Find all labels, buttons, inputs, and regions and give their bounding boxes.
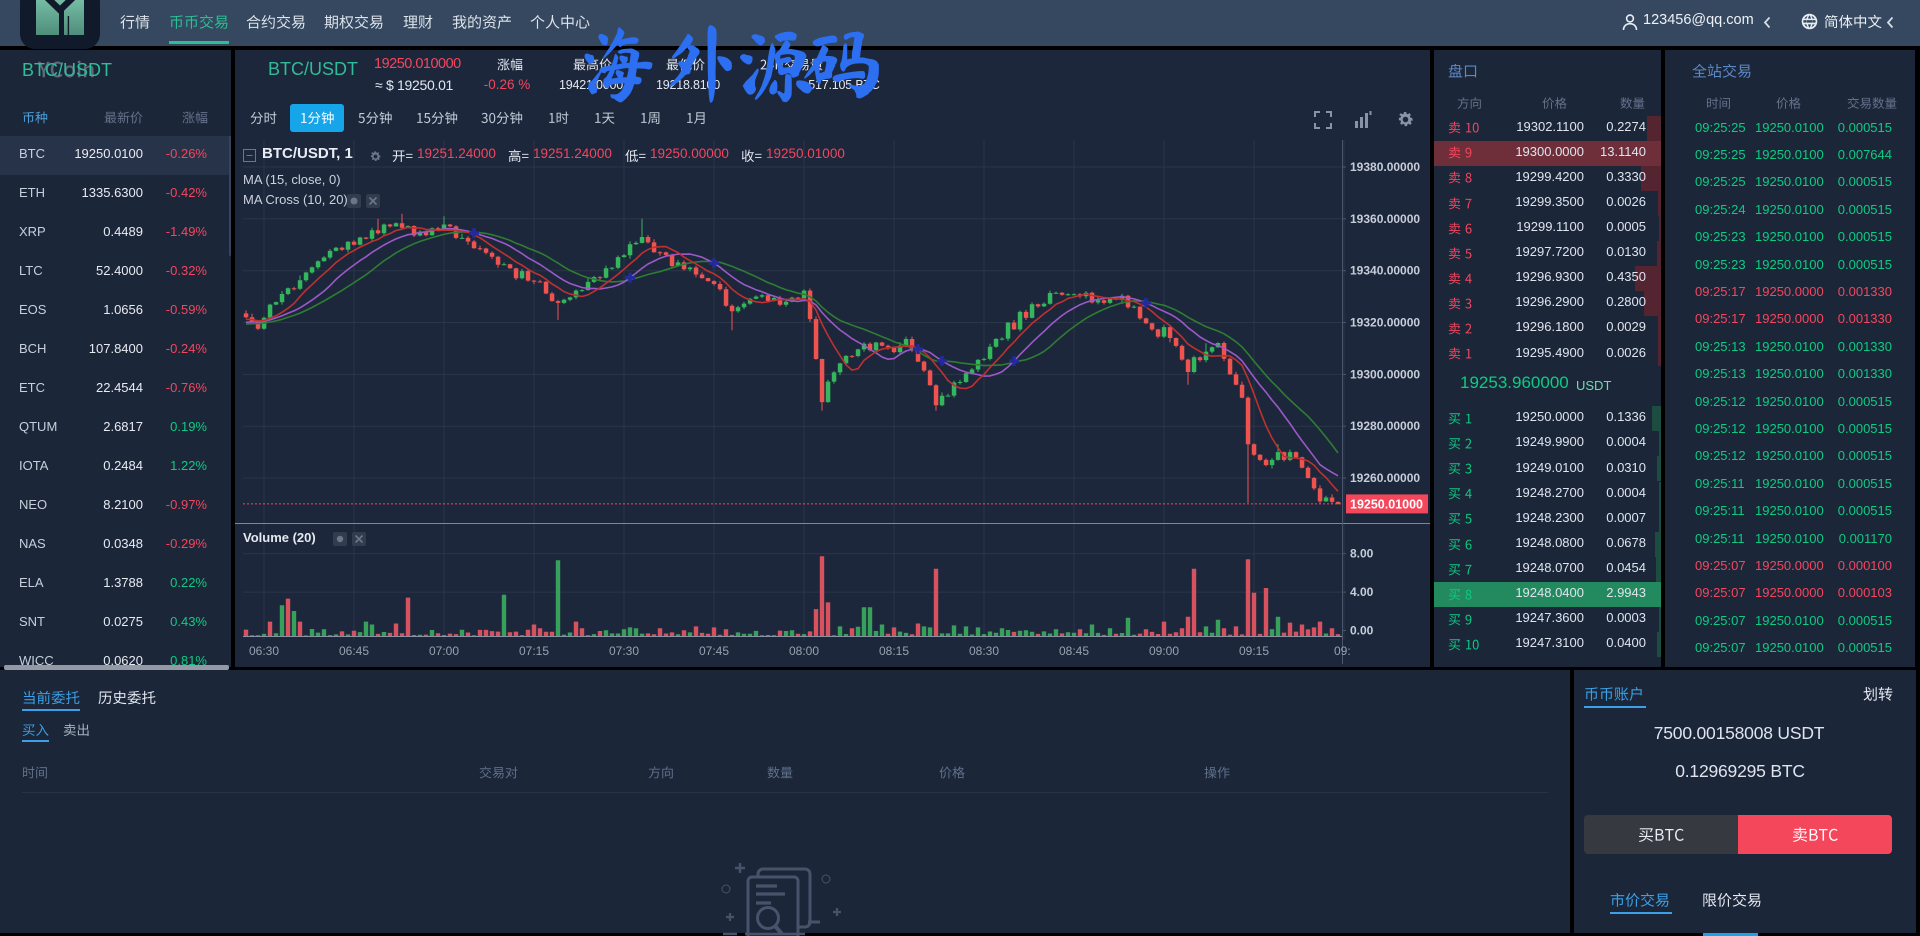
svg-text:08:00: 08:00	[789, 644, 819, 658]
svg-text:07:00: 07:00	[429, 644, 459, 658]
svg-text:08:30: 08:30	[969, 644, 999, 658]
svg-text:4.00: 4.00	[1350, 585, 1374, 599]
svg-text:08:15: 08:15	[879, 644, 909, 658]
svg-text:07:15: 07:15	[519, 644, 549, 658]
svg-text:07:30: 07:30	[609, 644, 639, 658]
svg-text:19260.00000: 19260.00000	[1350, 471, 1420, 485]
svg-text:06:30: 06:30	[249, 644, 279, 658]
svg-text:8.00: 8.00	[1350, 547, 1374, 561]
svg-text:06:45: 06:45	[339, 644, 369, 658]
svg-text:19360.00000: 19360.00000	[1350, 212, 1420, 226]
svg-text:19380.00000: 19380.00000	[1350, 160, 1420, 174]
svg-text:19250.01000: 19250.01000	[1350, 497, 1423, 511]
svg-text:19280.00000: 19280.00000	[1350, 419, 1420, 433]
svg-text:0.00: 0.00	[1350, 624, 1374, 638]
svg-text:19340.00000: 19340.00000	[1350, 264, 1420, 278]
svg-text:19320.00000: 19320.00000	[1350, 316, 1420, 330]
svg-text:08:45: 08:45	[1059, 644, 1089, 658]
svg-text:07:45: 07:45	[699, 644, 729, 658]
svg-text:09:00: 09:00	[1149, 644, 1179, 658]
svg-text:19300.00000: 19300.00000	[1350, 367, 1420, 381]
svg-text:09:: 09:	[1334, 644, 1351, 658]
svg-text:09:15: 09:15	[1239, 644, 1269, 658]
